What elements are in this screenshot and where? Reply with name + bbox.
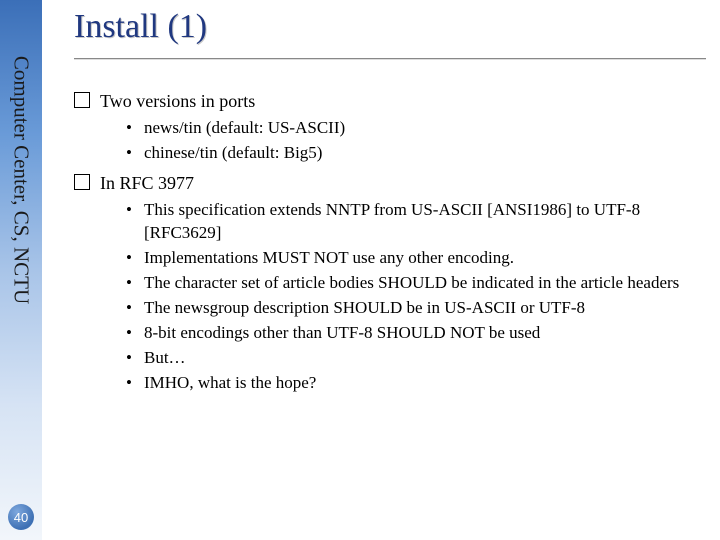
bullet-level2: But… [126, 347, 706, 370]
body: Two versions in ports news/tin (default:… [74, 89, 706, 395]
sidebar-label: Computer Center, CS, NCTU [9, 56, 34, 304]
sidebar-text-wrap: Computer Center, CS, NCTU [0, 0, 42, 360]
sub-list: This specification extends NNTP from US-… [74, 199, 706, 395]
bullet-level1-label: Two versions in ports [100, 91, 255, 111]
bullet-level2: IMHO, what is the hope? [126, 372, 706, 395]
bullet-level1-label: In RFC 3977 [100, 173, 194, 193]
bullet-level2-text: But… [144, 348, 186, 367]
bullet-level2: news/tin (default: US-ASCII) [126, 117, 706, 140]
bullet-level2: Implementations MUST NOT use any other e… [126, 247, 706, 270]
bullet-level1: Two versions in ports [74, 89, 706, 113]
bullet-level2-text: This specification extends NNTP from US-… [144, 200, 640, 242]
content-area: Install (1) Two versions in ports news/t… [74, 8, 706, 401]
bullet-level2: 8-bit encodings other than UTF-8 SHOULD … [126, 322, 706, 345]
sub-list: news/tin (default: US-ASCII) chinese/tin… [74, 117, 706, 165]
bullet-level2: chinese/tin (default: Big5) [126, 142, 706, 165]
page-number-badge: 40 [8, 504, 34, 530]
bullet-level2: The newsgroup description SHOULD be in U… [126, 297, 706, 320]
sidebar-gradient: Computer Center, CS, NCTU 40 [0, 0, 42, 540]
slide-title: Install (1) [74, 8, 706, 46]
bullet-level2: The character set of article bodies SHOU… [126, 272, 706, 295]
bullet-level2-text: 8-bit encodings other than UTF-8 SHOULD … [144, 323, 540, 342]
slide: Computer Center, CS, NCTU 40 Install (1)… [0, 0, 720, 540]
page-number-value: 40 [14, 510, 28, 525]
title-underline [74, 58, 706, 59]
bullet-level2-text: IMHO, what is the hope? [144, 373, 316, 392]
bullet-level2: This specification extends NNTP from US-… [126, 199, 706, 245]
bullet-level1: In RFC 3977 [74, 171, 706, 195]
bullet-level2-text: chinese/tin (default: Big5) [144, 143, 322, 162]
bullet-level2-text: news/tin (default: US-ASCII) [144, 118, 345, 137]
bullet-level2-text: The newsgroup description SHOULD be in U… [144, 298, 585, 317]
bullet-level2-text: The character set of article bodies SHOU… [144, 273, 679, 292]
bullet-level2-text: Implementations MUST NOT use any other e… [144, 248, 514, 267]
